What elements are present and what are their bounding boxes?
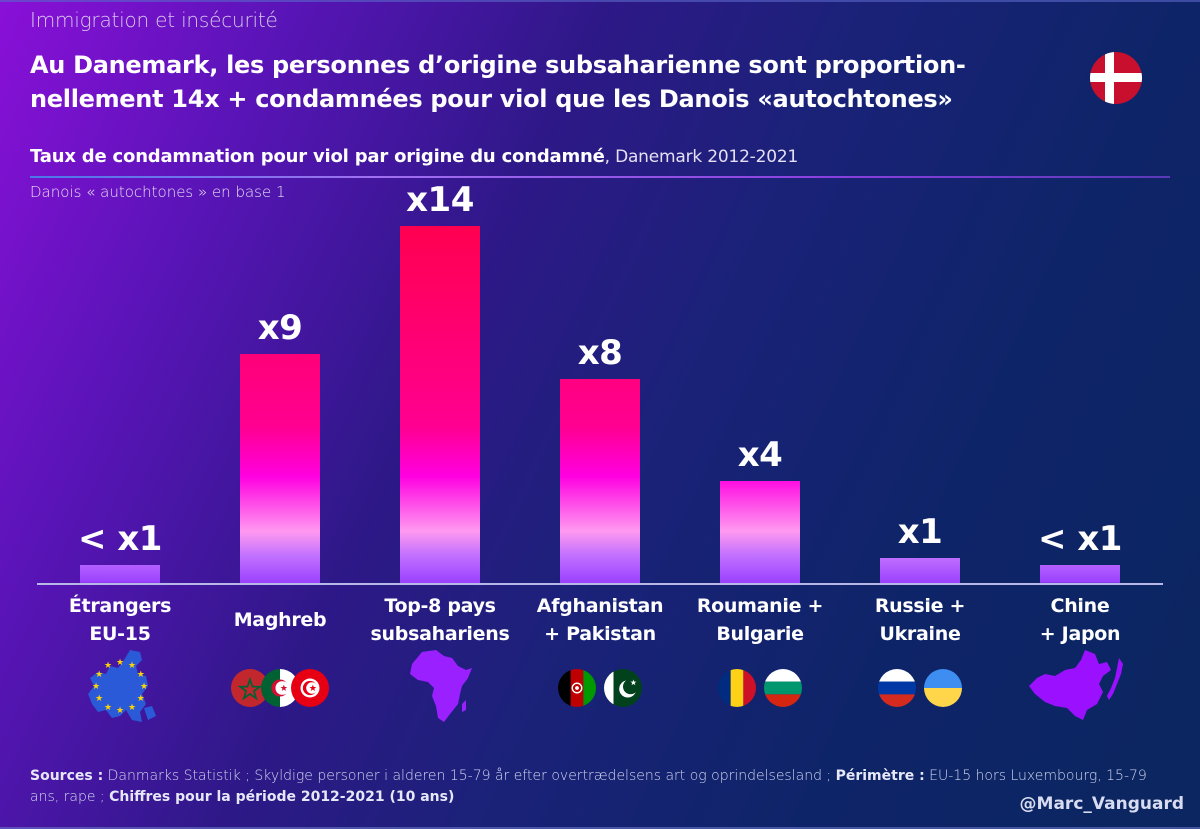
svg-text:★: ★: [116, 658, 124, 668]
svg-text:★: ★: [104, 703, 112, 713]
china-japan-map-icon: [1025, 646, 1135, 730]
sources-text: Danmarks Statistik ; Skyldige personer i…: [103, 768, 836, 784]
data-label: < x1: [1038, 519, 1122, 560]
x-tick-label-line: + Pakistan: [544, 623, 656, 645]
data-label: < x1: [78, 519, 162, 560]
denmark-flag-icon: [1090, 52, 1142, 104]
x-tick-label-line: Top-8 pays: [384, 595, 496, 617]
bottom-border: [0, 827, 1200, 829]
ukraine-flag-icon: [924, 669, 962, 707]
author-handle: @Marc_Vanguard: [1019, 794, 1184, 814]
bar: [240, 353, 320, 583]
x-tick-label-line: EU-15: [89, 623, 151, 645]
data-label: x1: [897, 511, 943, 552]
bar: [1040, 565, 1120, 583]
footer-sources: Sources : Danmarks Statistik ; Skyldige …: [30, 766, 1160, 808]
category-icons: [680, 648, 840, 728]
x-tick-label: Roumanie + Bulgarie: [680, 592, 840, 648]
category-icons: [840, 648, 1000, 728]
title-line-2: nellement 14x + condamnées pour viol que…: [30, 85, 953, 113]
x-tick-label: Top-8 pays subsahariens: [360, 592, 520, 648]
svg-text:★: ★: [137, 670, 145, 680]
chart-subtitle: Taux de condamnation pour viol par origi…: [30, 146, 798, 167]
data-label: x9: [257, 307, 303, 348]
bar: [400, 226, 480, 583]
svg-text:★: ★: [137, 694, 145, 704]
russia-flag-icon: [878, 669, 916, 707]
bulgaria-flag-icon: [764, 669, 802, 707]
subtitle-bold: Taux de condamnation pour viol par origi…: [30, 146, 605, 167]
romania-flag-icon: [718, 669, 756, 707]
page-title: Au Danemark, les personnes d’origine sub…: [30, 48, 1090, 116]
x-tick-label-line: Étrangers: [68, 595, 172, 617]
bar: [560, 379, 640, 583]
x-tick-label-line: Chine: [1050, 595, 1110, 617]
pakistan-flag-icon: [604, 669, 642, 707]
period-text: Chiffres pour la période 2012-2021 (10 a…: [109, 789, 455, 805]
sources-label: Sources :: [30, 768, 104, 784]
africa-map-icon: [400, 646, 480, 730]
x-tick-label: Russie + Ukraine: [840, 592, 1000, 648]
svg-text:★: ★: [140, 682, 148, 692]
top-border: [0, 0, 1200, 2]
base-note: Danois « autochtones » en base 1: [30, 183, 286, 201]
data-label: x14: [406, 180, 474, 220]
x-tick-label: Chine + Japon: [1000, 592, 1160, 648]
x-tick-label: Maghreb: [200, 606, 360, 634]
perimetre-label: Périmètre :: [835, 768, 925, 784]
x-tick-label-line: subsahariens: [370, 623, 510, 645]
x-tick-label-line: Russie +: [874, 595, 966, 617]
bar: [80, 565, 160, 583]
category-icons: [360, 648, 520, 728]
svg-text:★: ★: [95, 670, 103, 680]
category-icons: [1000, 648, 1160, 728]
svg-text:★: ★: [128, 703, 136, 713]
afghanistan-flag-icon: [558, 669, 596, 707]
x-tick-label-line: Maghreb: [233, 609, 327, 631]
x-axis-line: [37, 583, 1163, 585]
data-label: x4: [737, 435, 783, 475]
kicker: Immigration et insécurité: [30, 8, 278, 32]
bar: [720, 481, 800, 583]
x-tick-label-line: + Japon: [1039, 623, 1121, 645]
svg-text:★: ★: [116, 706, 124, 716]
x-tick-label-line: Bulgarie: [716, 623, 804, 645]
x-tick-label-line: Roumanie +: [696, 595, 824, 617]
category-icons: [520, 648, 680, 728]
x-tick-label-line: Afghanistan: [536, 595, 664, 617]
data-label: x8: [577, 333, 623, 373]
bar: [880, 557, 960, 583]
svg-text:★: ★: [92, 682, 100, 692]
category-icons: [200, 648, 360, 728]
x-tick-label: Afghanistan + Pakistan: [520, 592, 680, 648]
title-divider: [30, 176, 1170, 178]
category-icons: ★ ★ ★ ★ ★ ★ ★ ★ ★ ★ ★ ★: [40, 648, 200, 728]
svg-text:★: ★: [104, 661, 112, 671]
subtitle-regular: , Danemark 2012-2021: [604, 147, 799, 167]
x-tick-label: Étrangers EU-15: [40, 592, 200, 648]
perimetre-text: EU-15 hors Luxembourg, 15-79 ans, rape ;: [30, 768, 1147, 805]
svg-text:★: ★: [128, 661, 136, 671]
svg-text:★: ★: [95, 694, 103, 704]
eu-map-icon: ★ ★ ★ ★ ★ ★ ★ ★ ★ ★ ★ ★: [80, 646, 160, 730]
title-line-1: Au Danemark, les personnes d’origine sub…: [30, 51, 966, 79]
x-tick-label-line: Ukraine: [879, 623, 961, 645]
tunisia-flag-icon: [291, 669, 329, 707]
